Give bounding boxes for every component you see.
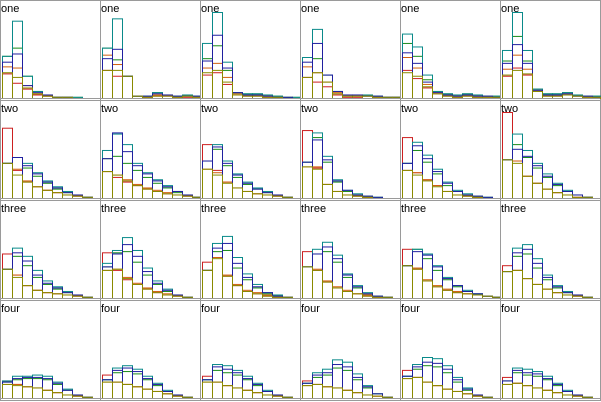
panel-one-3: one (200, 0, 303, 101)
panel-label: three (201, 203, 226, 215)
panel-frame (0, 100, 101, 201)
panel-frame (200, 300, 301, 401)
panel-label: one (201, 3, 219, 15)
panel-two-4: two (300, 100, 401, 201)
panel-label: four (501, 303, 520, 315)
panel-frame (400, 300, 501, 401)
panel-label: two (1, 103, 18, 115)
panel-label: one (301, 3, 319, 15)
panel-label: one (501, 3, 519, 15)
panel-frame (500, 0, 601, 101)
panel-frame (500, 100, 601, 201)
panel-frame (200, 200, 301, 301)
panel-four-3: four (200, 300, 301, 401)
panel-two-2: two (100, 100, 203, 201)
panel-four-1: four (0, 300, 101, 401)
panel-three-5: three (400, 200, 503, 301)
panel-label: one (101, 3, 119, 15)
panel-one-4: one (300, 0, 403, 101)
panel-three-6: three (500, 200, 601, 301)
panel-label: one (401, 3, 419, 15)
panel-three-3: three (200, 200, 301, 301)
panel-two-1: two (0, 100, 101, 201)
panel-frame (0, 300, 101, 401)
panel-frame (200, 0, 301, 101)
panel-label: one (1, 3, 19, 15)
panel-frame (300, 0, 401, 101)
panel-label: four (101, 303, 120, 315)
panel-one-6: one (500, 0, 601, 101)
panel-frame (500, 300, 601, 401)
panel-one-5: one (400, 0, 503, 101)
panel-frame (100, 0, 201, 101)
panel-label: three (501, 203, 526, 215)
panel-label: two (201, 103, 218, 115)
panel-frame (0, 200, 101, 301)
panel-two-6: two (500, 100, 601, 201)
panel-four-2: four (100, 300, 201, 401)
panel-four-4: four (300, 300, 401, 401)
panel-two-5: two (400, 100, 501, 201)
panel-frame (300, 300, 401, 401)
panel-frame (100, 300, 201, 401)
panel-three-4: three (300, 200, 401, 301)
panel-label: three (401, 203, 426, 215)
panel-one-1: one (0, 0, 101, 101)
panel-three-1: three (0, 200, 101, 301)
panel-label: three (1, 203, 26, 215)
panel-one-2: one (100, 0, 203, 101)
panel-label: two (101, 103, 118, 115)
panel-label: two (301, 103, 318, 115)
panel-label: two (401, 103, 418, 115)
panel-frame (300, 100, 401, 201)
panel-two-3: two (200, 100, 301, 201)
panel-three-2: three (100, 200, 201, 301)
panel-frame (100, 100, 201, 201)
panel-frame (300, 200, 401, 301)
panel-label: four (301, 303, 320, 315)
panel-frame (400, 0, 501, 101)
panel-frame (400, 200, 501, 301)
panel-frame (500, 200, 601, 301)
panel-four-6: four (500, 300, 601, 401)
panel-frame (0, 0, 101, 101)
panel-label: four (1, 303, 20, 315)
panel-label: three (101, 203, 126, 215)
panel-frame (200, 100, 301, 201)
panel-label: four (401, 303, 420, 315)
panel-label: three (301, 203, 326, 215)
panel-four-5: four (400, 300, 501, 401)
panel-label: two (501, 103, 518, 115)
panel-label: four (201, 303, 220, 315)
